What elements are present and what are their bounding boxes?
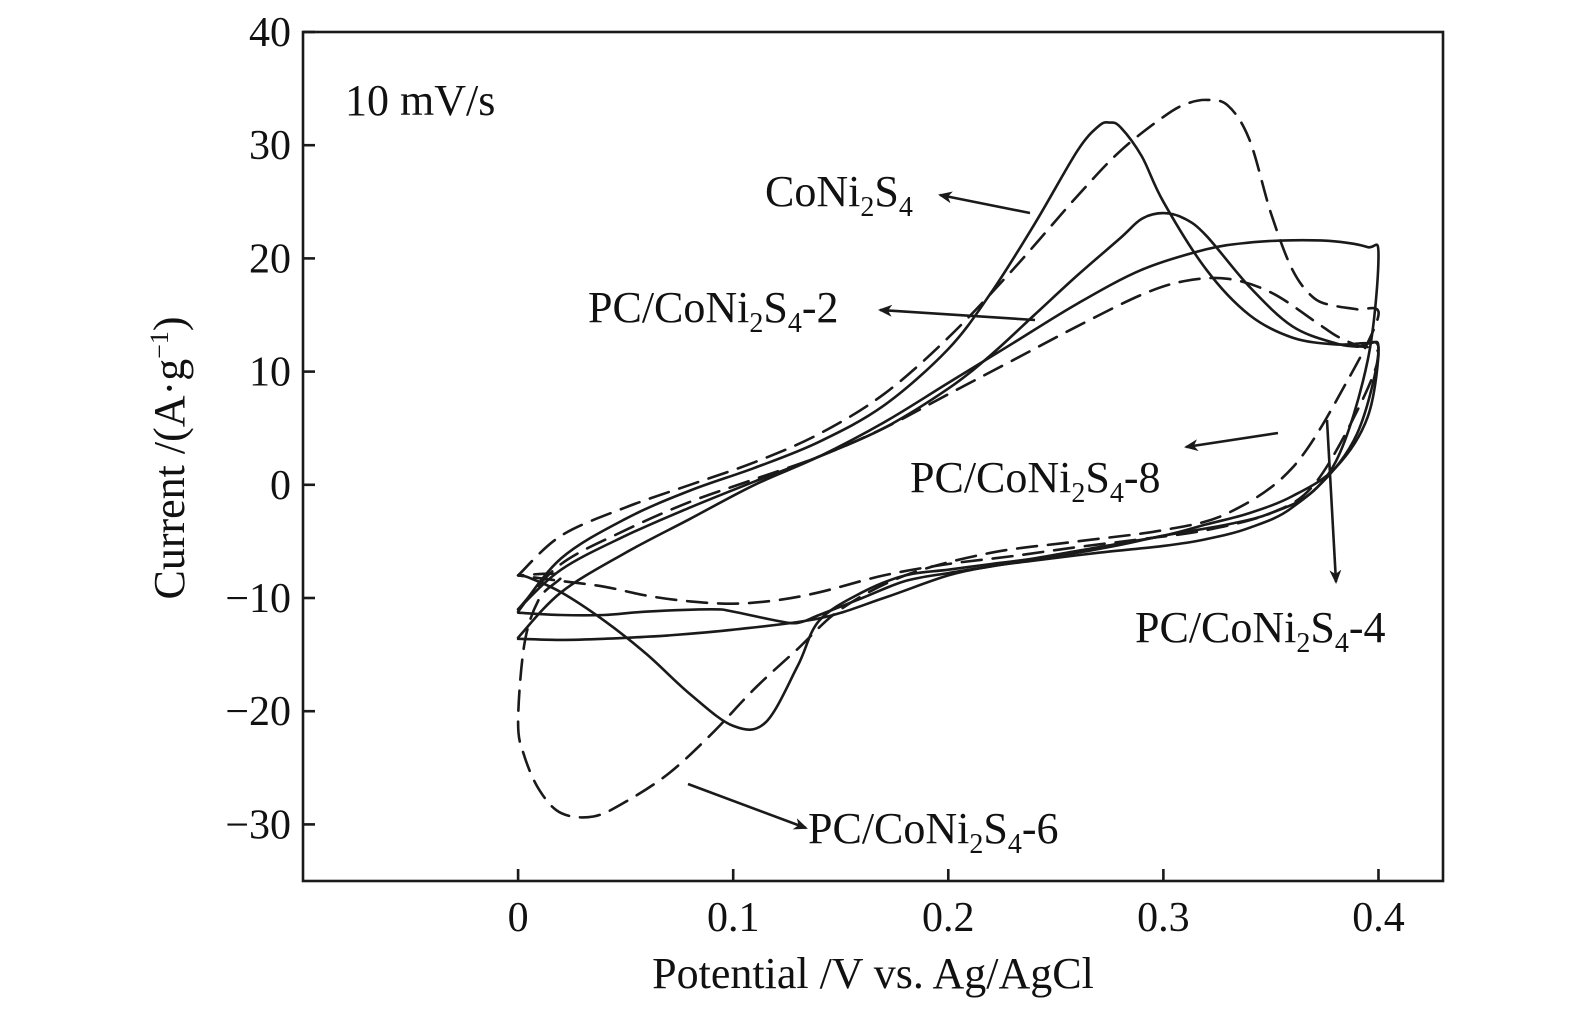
- label-pc-coni2s4-8: PC/CoNi2S4-8: [910, 453, 1161, 509]
- label-pc-coni2s4-4: PC/CoNi2S4-4: [1135, 603, 1386, 659]
- y-axis-title-suffix: ): [145, 316, 194, 331]
- x-tick-label: 0: [508, 895, 529, 941]
- plot-frame: [301, 30, 1445, 883]
- scan-rate-annotation: 10 mV/s: [345, 76, 495, 125]
- x-axis-title: Potential /V vs. Ag/AgCl: [652, 949, 1094, 998]
- arrow-pc-coni2s4-6: [687, 782, 808, 830]
- y-tick-label: 10: [249, 350, 291, 396]
- y-tick-label: −20: [225, 689, 291, 735]
- x-tick-label: 0.1: [707, 895, 760, 941]
- arrow-pc-coni2s4-8: [1184, 431, 1279, 452]
- y-tick-label: 0: [270, 463, 291, 509]
- arrow-pc-coni2s4-4: [1325, 419, 1342, 584]
- series-line-1: [516, 211, 1380, 625]
- arrow-coni2s4: [938, 191, 1031, 215]
- y-axis-title-sup: −1: [145, 331, 174, 359]
- y-axis-title: Current /(A·g−1): [145, 316, 194, 599]
- y-axis-title-prefix: Current /(A·g: [145, 359, 194, 600]
- x-tick-label: 0.3: [1137, 895, 1190, 941]
- y-tick-label: 40: [249, 10, 291, 56]
- x-tick-label: 0.4: [1352, 895, 1405, 941]
- axis-ticks: [303, 30, 1380, 881]
- series-line-4: [516, 276, 1380, 611]
- y-tick-label: 20: [249, 236, 291, 282]
- cv-curves: [516, 98, 1380, 819]
- label-pc-coni2s4-2: PC/CoNi2S4-2: [588, 283, 839, 339]
- y-tick-label: −30: [225, 802, 291, 848]
- axis-tick-labels: 0 0.1 0.2 0.3 0.4 −30 −20 −10 0 10 20 30 40: [225, 10, 1404, 941]
- arrow-pc-coni2s4-2: [878, 304, 1036, 322]
- label-pc-coni2s4-6: PC/CoNi2S4-6: [808, 804, 1059, 860]
- y-tick-label: 30: [249, 123, 291, 169]
- label-coni2s4: CoNi2S4: [765, 167, 913, 223]
- y-tick-label: −10: [225, 576, 291, 622]
- series-line-2: [516, 238, 1380, 642]
- x-tick-label: 0.2: [922, 895, 975, 941]
